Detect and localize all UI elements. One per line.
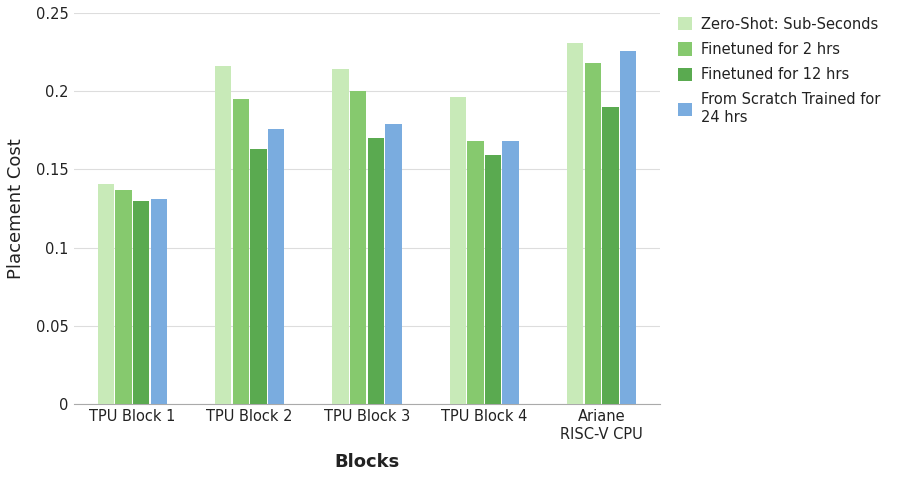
Y-axis label: Placement Cost: Placement Cost — [7, 138, 25, 279]
Bar — [150, 199, 167, 404]
Bar — [468, 141, 483, 404]
Bar — [620, 50, 636, 404]
Bar — [602, 107, 619, 404]
Legend: Zero-Shot: Sub-Seconds, Finetuned for 2 hrs, Finetuned for 12 hrs, From Scratch : Zero-Shot: Sub-Seconds, Finetuned for 2 … — [673, 12, 885, 129]
Bar — [503, 141, 519, 404]
Bar — [567, 43, 583, 404]
Bar — [268, 129, 284, 404]
Bar — [215, 66, 231, 404]
Bar — [98, 183, 114, 404]
Bar — [385, 124, 402, 404]
Bar — [350, 91, 367, 404]
Bar — [133, 201, 149, 404]
Bar — [368, 138, 384, 404]
Bar — [233, 99, 249, 404]
Bar — [250, 149, 267, 404]
Bar — [332, 70, 348, 404]
Bar — [116, 190, 132, 404]
X-axis label: Blocks: Blocks — [335, 453, 400, 471]
Bar — [485, 155, 502, 404]
Bar — [584, 63, 601, 404]
Bar — [449, 98, 466, 404]
